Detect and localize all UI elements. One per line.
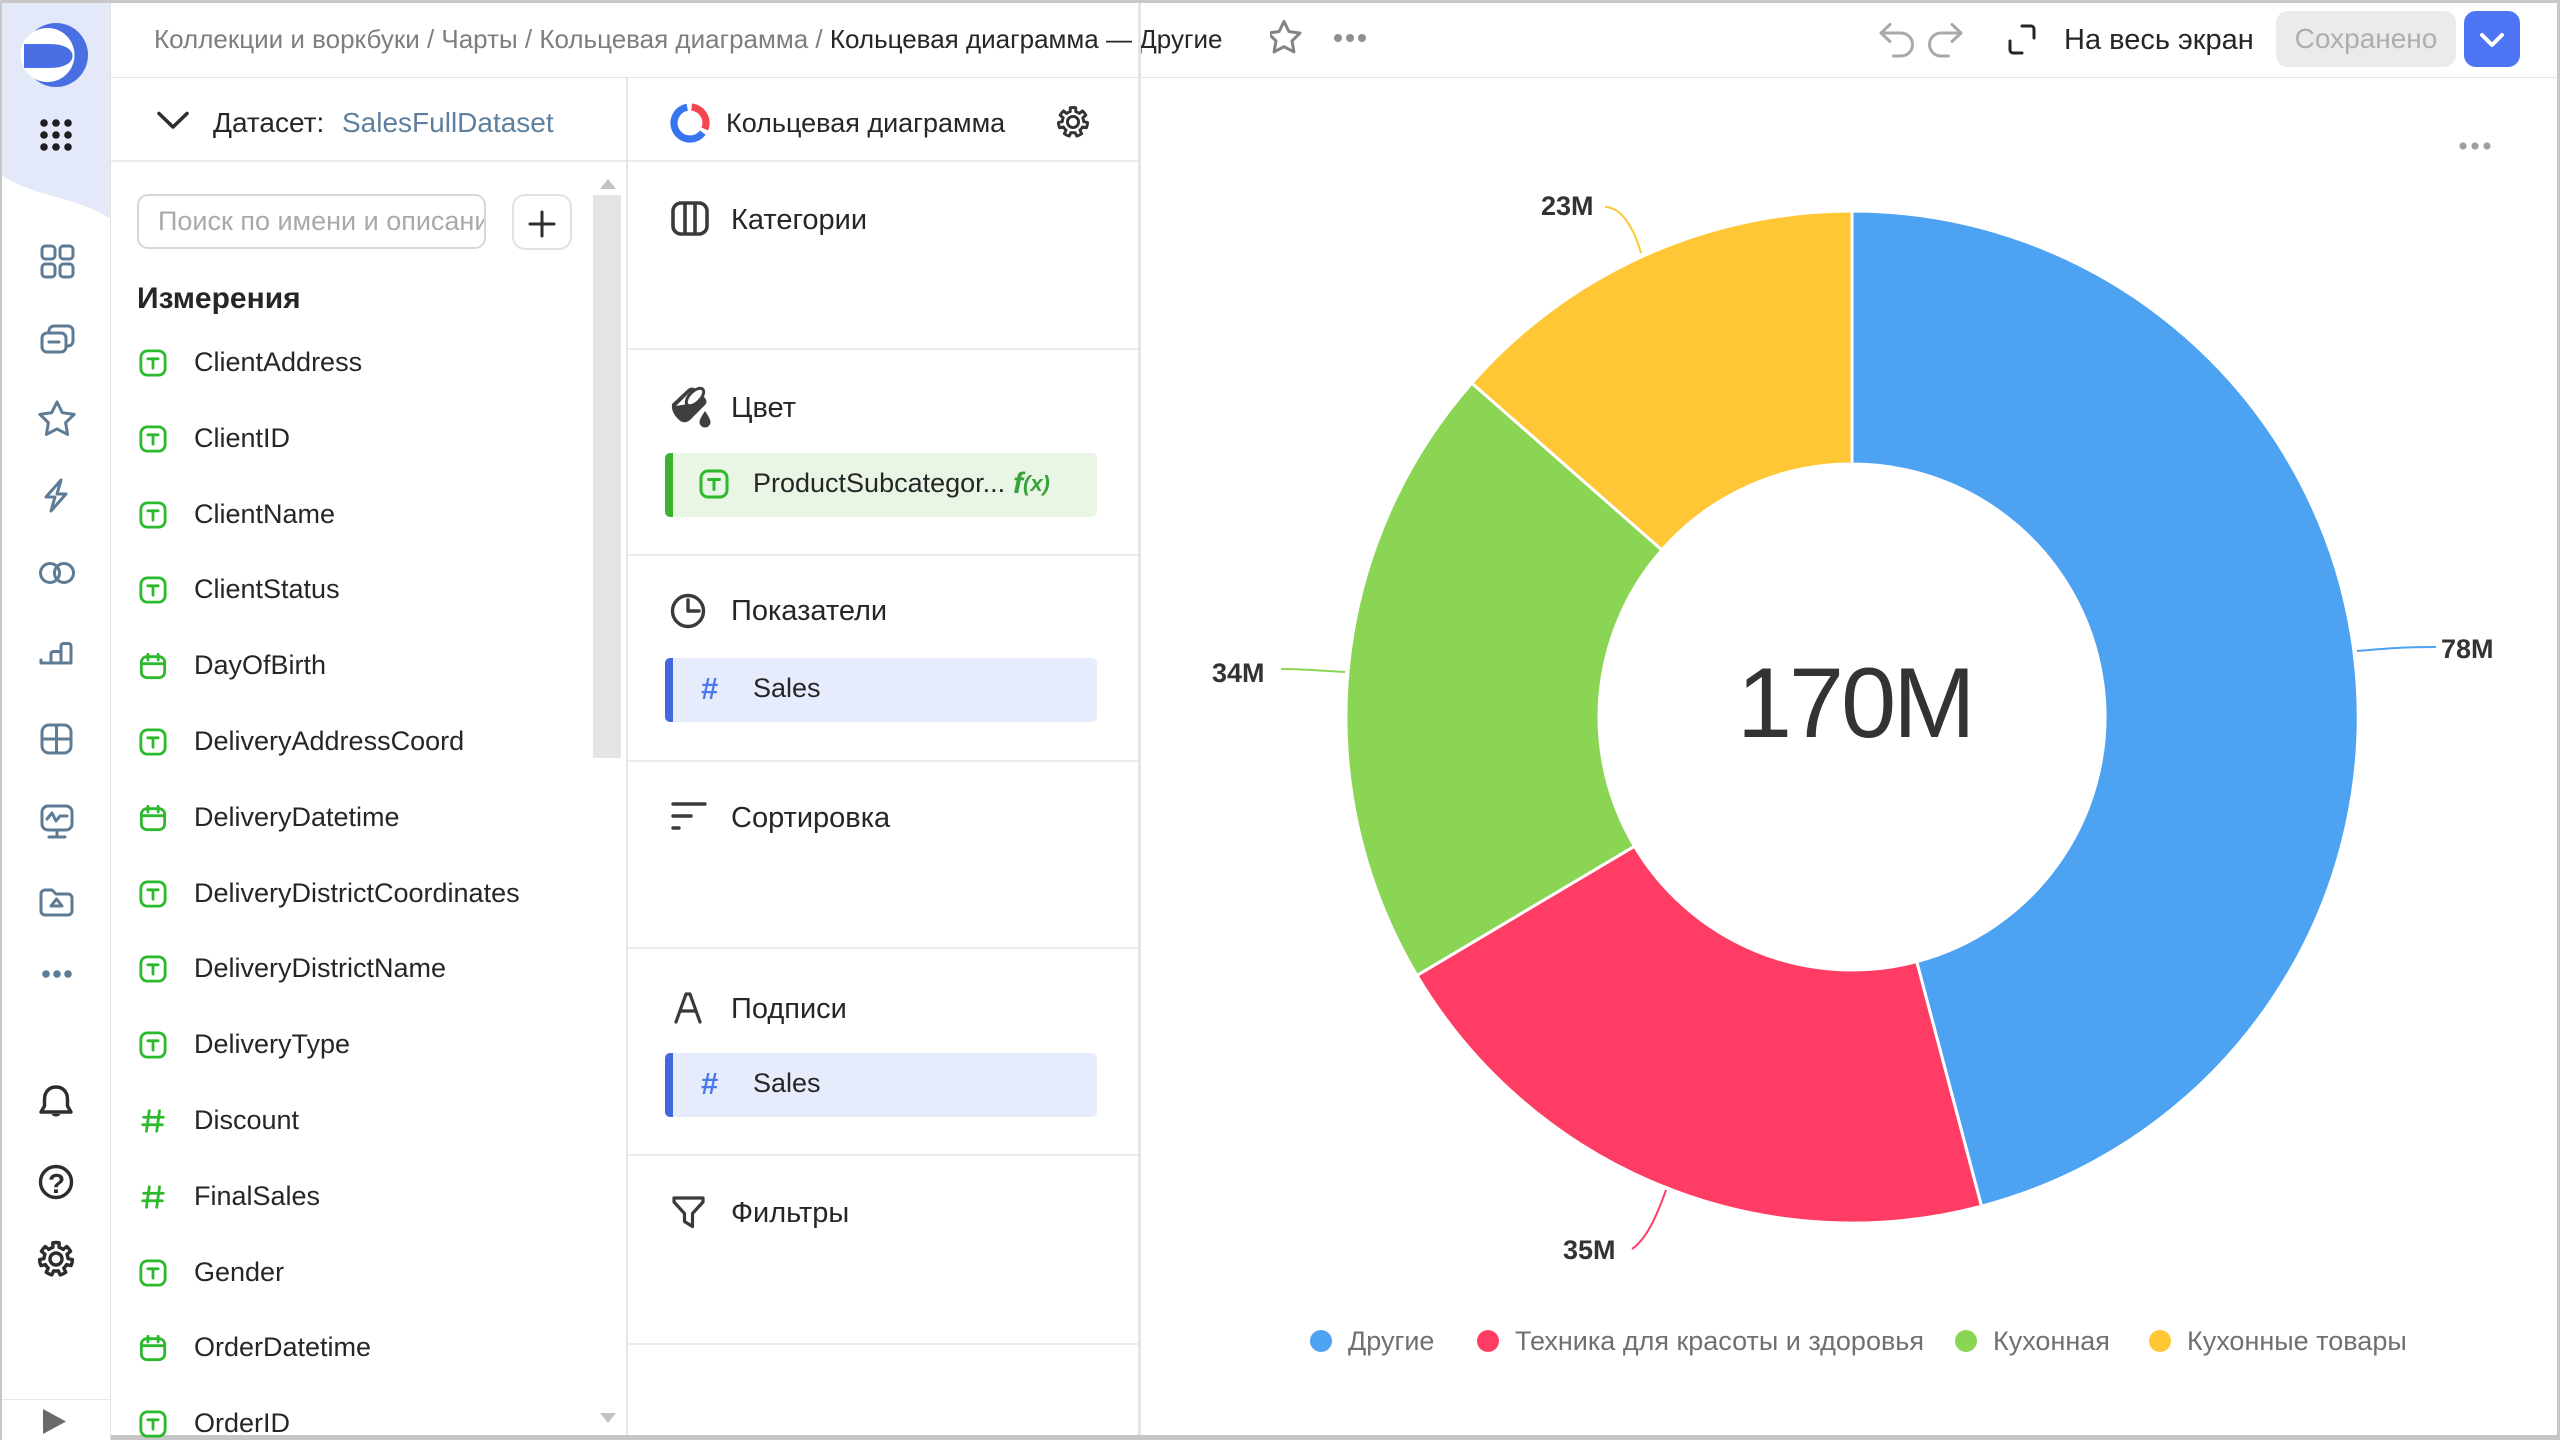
svg-text:?: ? xyxy=(48,1168,65,1199)
